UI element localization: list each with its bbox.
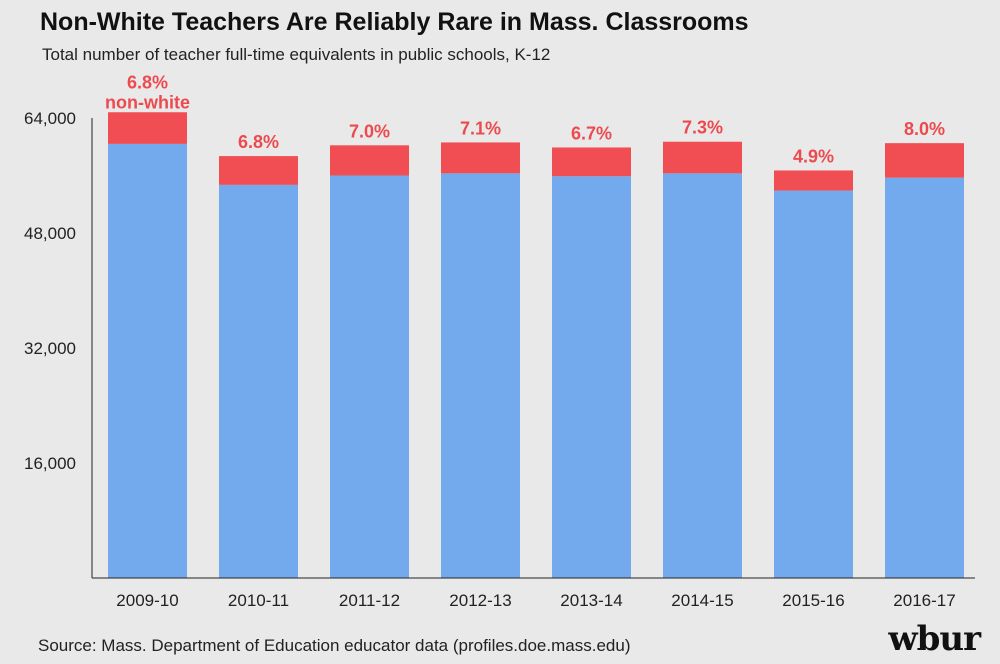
bar-nonwhite-teachers [219,156,298,185]
x-tick-label: 2014-15 [671,591,733,610]
bar-white-teachers [774,190,853,578]
data-label: 7.1% [460,118,501,138]
data-label-suffix: non-white [105,92,190,112]
bar-white-teachers [330,175,409,578]
x-tick-label: 2009-10 [116,591,178,610]
x-tick-label: 2012-13 [449,591,511,610]
data-label: 6.8% [127,72,168,92]
x-tick-label: 2016-17 [893,591,955,610]
source-note: Source: Mass. Department of Education ed… [38,636,631,655]
bar-nonwhite-teachers [885,143,964,178]
bar-white-teachers [552,176,631,578]
bars-group [108,112,964,578]
wbur-logo: wbur [888,619,981,659]
bar-white-teachers [663,173,742,578]
y-tick-label: 48,000 [24,224,76,243]
x-tick-label: 2015-16 [782,591,844,610]
bar-nonwhite-teachers [330,145,409,176]
bar-nonwhite-teachers [552,147,631,177]
data-label: 6.8% [238,132,279,152]
x-tick-label: 2011-12 [339,591,400,610]
chart-subtitle: Total number of teacher full-time equiva… [42,45,551,64]
x-tick-label: 2013-14 [560,591,622,610]
y-axis: 16,000 32,000 48,000 64,000 [24,109,93,578]
bar-nonwhite-teachers [441,142,520,174]
bar-white-teachers [885,177,964,578]
x-tick-label: 2010-11 [228,591,289,610]
y-tick-label: 16,000 [24,454,76,473]
x-axis: 2009-10 2010-11 2011-12 2012-13 2013-14 2014-… [92,577,975,610]
data-label: 7.0% [349,121,390,141]
bar-white-teachers [108,143,187,578]
bar-nonwhite-teachers [108,112,187,144]
bar-nonwhite-teachers [774,170,853,191]
data-label: 8.0% [904,119,945,139]
bar-white-teachers [441,173,520,578]
y-tick-label: 32,000 [24,339,76,358]
chart-title: Non-White Teachers Are Reliably Rare in … [40,8,749,36]
data-label: 6.7% [571,123,612,143]
y-tick-label: 64,000 [24,109,76,128]
bar-white-teachers [219,184,298,578]
bar-nonwhite-teachers [663,141,742,174]
data-label: 4.9% [793,146,834,166]
data-label: 7.3% [682,118,723,138]
